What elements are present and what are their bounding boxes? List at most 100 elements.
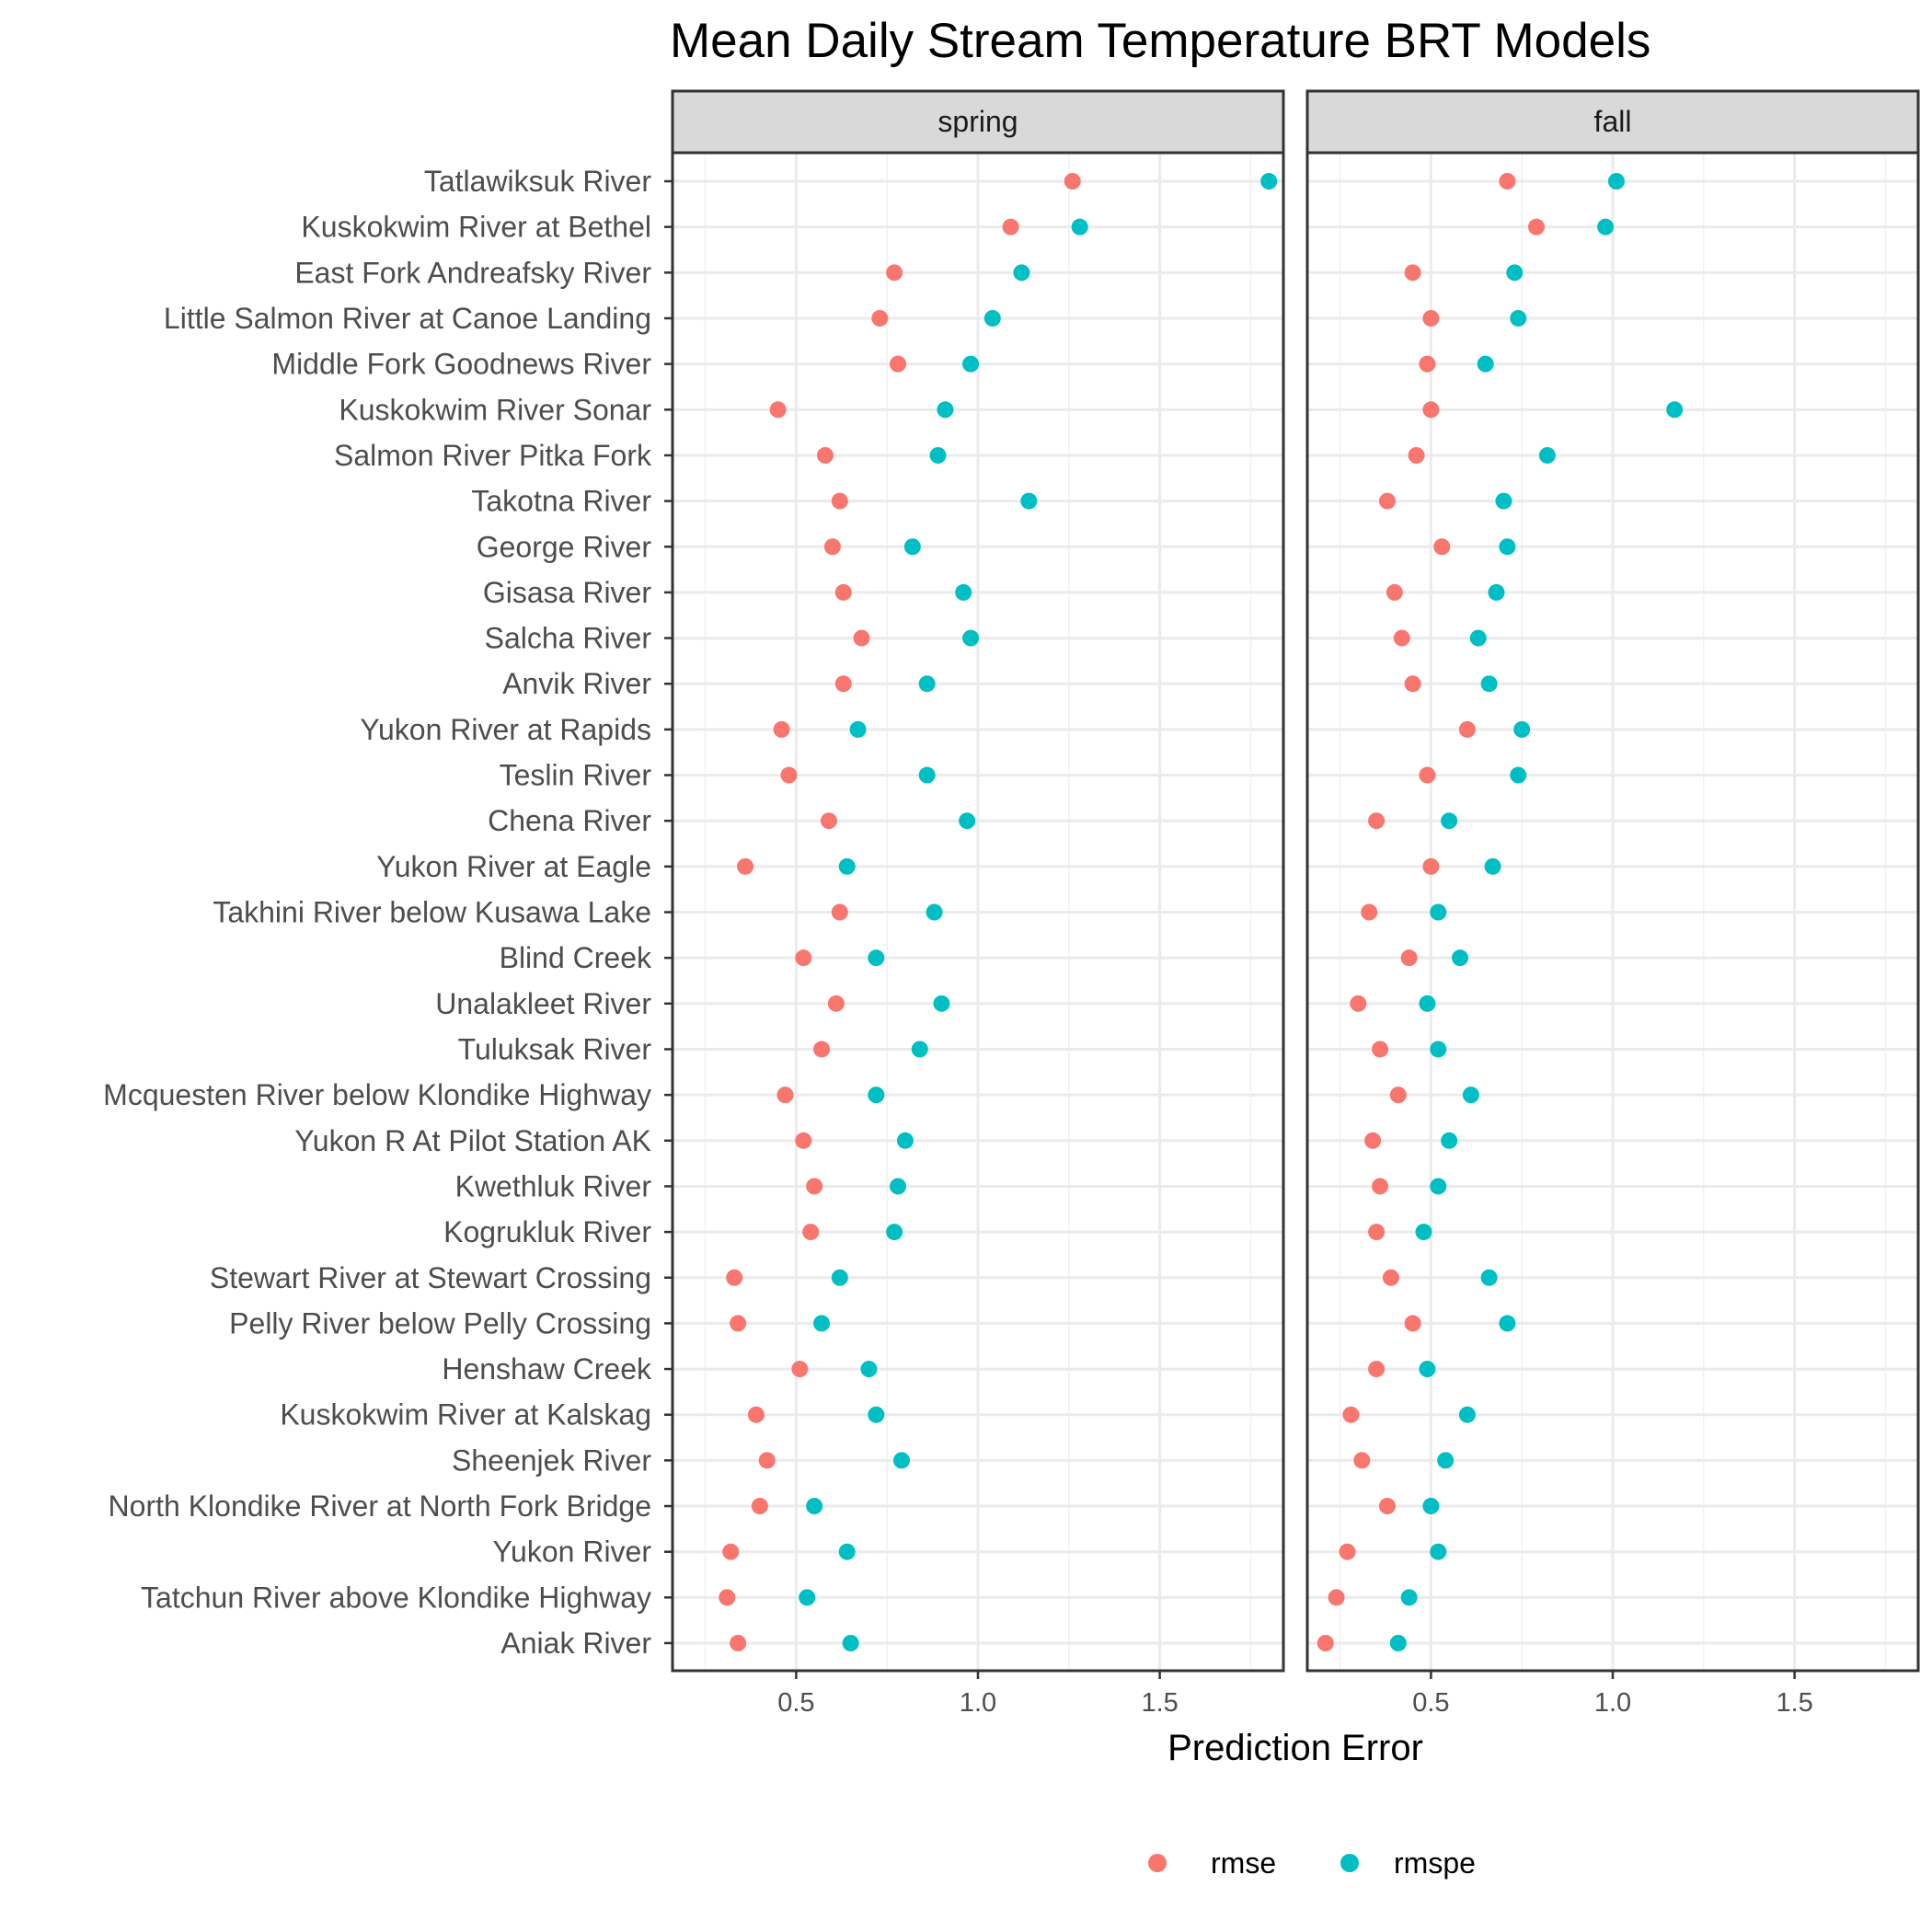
point-rmse (1404, 1315, 1421, 1332)
point-rmse (1400, 949, 1418, 967)
point-rmse (747, 1406, 765, 1423)
point-rmse (1317, 1635, 1334, 1651)
y-label-kuskokwim-river-sonar: Kuskokwim River Sonar (339, 393, 651, 426)
y-label-gisasa-river: Gisasa River (483, 576, 652, 609)
point-rmse (1372, 1041, 1389, 1058)
point-rmspe (918, 766, 936, 784)
panel-spring: spring 0.5 1.0 1.5 (671, 89, 1285, 1718)
point-rmse (1378, 1498, 1396, 1515)
point-rmspe (1513, 720, 1531, 738)
point-rmspe (955, 583, 972, 601)
point-rmspe (896, 1132, 914, 1149)
y-label-kuskokwim-river-at-kalskag: Kuskokwim River at Kalskag (280, 1398, 651, 1432)
y-label-blind-creek: Blind Creek (500, 941, 652, 974)
point-rmse (1528, 218, 1545, 236)
x-axis-fall: 0.5 1.0 1.5 (1412, 1671, 1813, 1718)
point-rmspe (838, 1543, 856, 1560)
point-rmse (1342, 1406, 1360, 1423)
point-rmspe (1488, 583, 1505, 601)
point-rmse (1361, 903, 1378, 921)
point-rmspe (1430, 1041, 1447, 1058)
point-rmspe (1462, 1087, 1479, 1104)
y-label-unalakleet-river: Unalakleet River (435, 987, 651, 1020)
point-rmse (1368, 1224, 1386, 1241)
point-rmse (795, 1132, 812, 1149)
legend: rmse rmspe (1148, 1846, 1476, 1880)
point-rmspe (860, 1361, 878, 1378)
y-label-north-klondike-river-at-north-fork-bridge: North Klondike River at North Fork Bridg… (109, 1489, 651, 1523)
point-rmspe (1430, 903, 1447, 921)
point-rmse (1404, 264, 1421, 282)
point-rmse (1458, 720, 1476, 738)
point-rmse (820, 812, 837, 830)
point-rmspe (926, 903, 943, 921)
point-rmspe (1480, 675, 1498, 693)
x-tick-label: 1.5 (1776, 1688, 1812, 1718)
point-rmse (773, 720, 790, 738)
point-rmse (802, 1224, 820, 1241)
point-rmse (1368, 812, 1386, 830)
point-rmspe (1430, 1178, 1447, 1195)
point-rmse (1328, 1589, 1345, 1606)
point-rmspe (1441, 1132, 1458, 1149)
point-rmspe (1510, 309, 1527, 327)
point-rmspe (918, 675, 936, 693)
point-rmspe (1666, 401, 1684, 419)
y-label-sheenjek-river: Sheenjek River (452, 1443, 651, 1477)
point-rmspe (1480, 1269, 1498, 1286)
y-label-yukon-river-at-eagle: Yukon River at Eagle (376, 850, 651, 883)
point-rmse (1422, 401, 1440, 419)
y-label-middle-fork-goodnews-river: Middle Fork Goodnews River (271, 348, 651, 381)
point-rmse (827, 995, 845, 1012)
point-rmse (719, 1589, 736, 1606)
point-rmse (823, 538, 841, 556)
point-rmse (831, 903, 848, 921)
x-tick-label: 1.5 (1141, 1688, 1178, 1718)
y-label-george-river: George River (477, 530, 652, 563)
point-rmspe (1430, 1543, 1447, 1560)
y-label-stewart-river-at-stewart-crossing: Stewart River at Stewart Crossing (210, 1261, 651, 1294)
y-label-teslin-river: Teslin River (500, 759, 652, 792)
points-spring (719, 173, 1278, 1651)
legend-label-rmspe: rmspe (1394, 1846, 1476, 1880)
point-rmspe (813, 1315, 831, 1332)
point-rmse (1386, 583, 1403, 601)
y-label-east-fork-andreafsky-river: East Fork Andreafsky River (294, 256, 651, 289)
point-rmspe (868, 1087, 885, 1104)
point-rmse (1389, 1087, 1407, 1104)
y-label-tatlawiksuk-river: Tatlawiksuk River (424, 165, 652, 198)
point-rmse (1064, 173, 1081, 190)
point-rmspe (838, 857, 856, 875)
y-label-yukon-river-at-rapids: Yukon River at Rapids (360, 713, 651, 746)
point-rmspe (1499, 1315, 1516, 1332)
y-label-salmon-river-pitka-fork: Salmon River Pitka Fork (334, 439, 652, 472)
y-label-anvik-river: Anvik River (502, 667, 651, 700)
point-rmse (730, 1635, 747, 1651)
point-rmspe (929, 446, 947, 464)
point-rmspe (1419, 1361, 1436, 1378)
point-rmse (726, 1269, 743, 1286)
point-rmse (722, 1543, 740, 1560)
panel-fall: fall 0.5 1.0 1.5 (1305, 89, 1920, 1718)
point-rmspe (1441, 812, 1458, 830)
point-rmse (1339, 1543, 1356, 1560)
point-rmspe (799, 1589, 816, 1606)
y-label-yukon-r-at-pilot-station-ak: Yukon R At Pilot Station AK (294, 1124, 651, 1157)
point-rmse (1002, 218, 1019, 236)
point-rmspe (890, 1178, 907, 1195)
y-label-tatchun-river-above-klondike-highway: Tatchun River above Klondike Highway (141, 1581, 651, 1614)
point-rmspe (831, 1269, 848, 1286)
strip-label-spring: spring (937, 105, 1018, 138)
point-rmse (1382, 1269, 1399, 1286)
y-label-little-salmon-river-at-canoe-landing: Little Salmon River at Canoe Landing (164, 302, 651, 335)
point-rmse (834, 675, 852, 693)
point-rmse (886, 264, 903, 282)
y-label-mcquesten-river-below-klondike-highway: Mcquesten River below Klondike Highway (103, 1078, 651, 1111)
y-label-yukon-river: Yukon River (492, 1535, 651, 1569)
point-rmse (769, 401, 787, 419)
point-rmspe (868, 1406, 885, 1423)
point-rmse (1378, 492, 1396, 510)
point-rmse (813, 1041, 831, 1058)
point-rmspe (1484, 857, 1501, 875)
point-rmse (791, 1361, 809, 1378)
